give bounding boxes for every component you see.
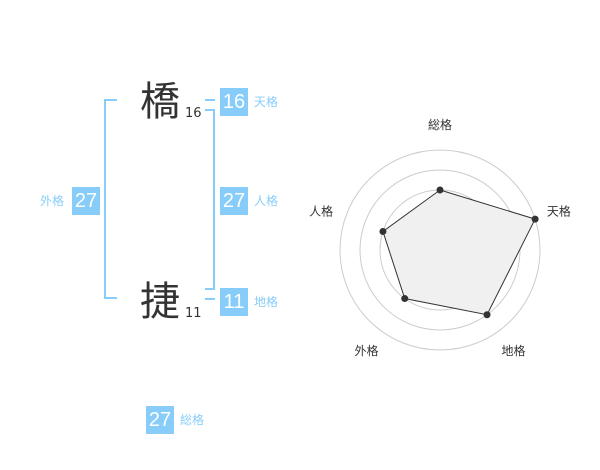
bracket-tick — [104, 99, 117, 101]
bracket-tick — [205, 288, 215, 290]
gaikaku-bracket — [104, 99, 106, 299]
name-char-2-strokes: 11 — [185, 306, 202, 321]
jinkaku-value: 27 — [220, 187, 248, 215]
name-char-1-strokes: 16 — [185, 106, 202, 121]
radar-axis-label: 天格 — [547, 203, 571, 218]
chikaku-label: 地格 — [254, 295, 279, 309]
radar-point — [436, 186, 444, 194]
radar-axis-label: 地格 — [501, 343, 525, 358]
jinkaku-label: 人格 — [254, 194, 279, 208]
radar-point — [401, 295, 409, 303]
radar-point — [483, 311, 491, 319]
soukaku-label: 総格 — [180, 413, 205, 427]
radar-axis-label: 総格 — [428, 117, 452, 132]
gaikaku-value: 27 — [72, 187, 100, 215]
radar-ring — [339, 149, 541, 351]
radar-point — [379, 227, 387, 235]
bracket-tick — [205, 109, 215, 111]
jinkaku-bracket — [213, 109, 215, 290]
tenkaku-connector — [205, 99, 215, 101]
radar-axis-label: 外格 — [355, 343, 379, 358]
soukaku-value: 27 — [146, 406, 174, 434]
name-char-2: 捷 — [140, 279, 180, 325]
name-char-1: 橋 — [140, 79, 180, 125]
gaikaku-label: 外格 — [40, 194, 65, 208]
bracket-tick — [104, 297, 117, 299]
radar-point — [531, 215, 539, 223]
radar-area — [382, 189, 536, 316]
chikaku-connector — [205, 298, 215, 300]
radar-axis-label: 人格 — [309, 203, 333, 218]
tenkaku-value: 16 — [220, 88, 248, 116]
chikaku-value: 11 — [220, 288, 248, 316]
tenkaku-label: 天格 — [254, 95, 279, 109]
